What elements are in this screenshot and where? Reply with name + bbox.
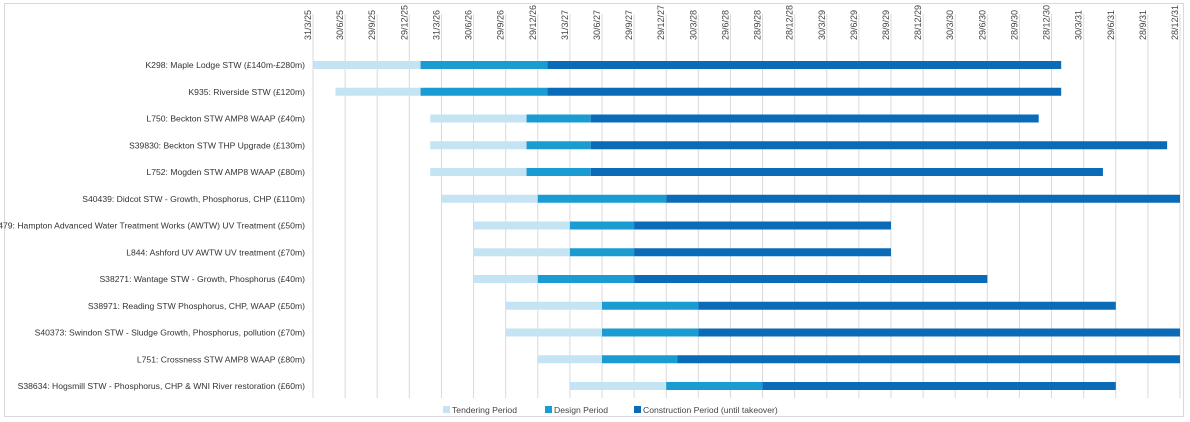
- tendering-bar: [569, 382, 667, 390]
- project-label: K935: Riverside STW (£120m): [188, 87, 305, 97]
- construction-bar: [590, 168, 1103, 176]
- x-tick-label: 28/9/31: [1138, 10, 1148, 40]
- x-tick-label: 29/9/26: [496, 10, 506, 40]
- project-label: S40373: Swindon STW - Sludge Growth, Pho…: [35, 328, 306, 338]
- design-bar: [420, 61, 548, 69]
- project-label: S39830: Beckton STW THP Upgrade (£130m): [129, 140, 305, 150]
- x-tick-label: 30/3/30: [945, 10, 955, 40]
- legend-swatch: [443, 406, 450, 413]
- legend-swatch: [634, 406, 641, 413]
- x-tick-label: 30/6/27: [592, 10, 602, 40]
- x-tick-label: 29/12/26: [528, 5, 538, 40]
- tendering-bar: [537, 355, 602, 364]
- construction-bar: [547, 87, 1062, 96]
- x-tick-label: 28/12/29: [913, 5, 923, 40]
- project-label: L751: Crossness STW AMP8 WAAP (£80m): [137, 354, 305, 364]
- x-tick-label: 28/9/28: [753, 10, 763, 40]
- x-tick-label: 29/6/29: [849, 10, 859, 40]
- chart-frame: [4, 3, 1184, 417]
- project-label: S38634: Hogsmill STW - Phosphorus, CHP &…: [18, 381, 305, 391]
- x-tick-label: 30/6/26: [464, 10, 474, 40]
- x-tick-label: 29/12/25: [399, 5, 409, 40]
- construction-bar: [547, 61, 1062, 69]
- x-tick-label: 29/9/25: [367, 10, 377, 40]
- construction-bar: [698, 328, 1180, 337]
- legend-label: Construction Period (until takeover): [643, 405, 778, 415]
- x-tick-label: 28/12/31: [1170, 5, 1180, 40]
- design-bar: [569, 248, 635, 257]
- construction-bar: [634, 248, 891, 257]
- design-bar: [537, 194, 667, 203]
- x-tick-label: 29/12/27: [656, 5, 666, 40]
- design-bar: [526, 141, 591, 150]
- tendering-bar: [430, 168, 527, 176]
- construction-bar: [634, 275, 988, 283]
- construction-bar: [590, 141, 1168, 150]
- tendering-bar: [505, 328, 602, 337]
- design-bar: [602, 301, 699, 310]
- project-label: L844: Ashford UV AWTW UV treatment (£70m…: [126, 247, 305, 257]
- x-tick-label: 30/3/31: [1074, 10, 1084, 40]
- tendering-bar: [473, 275, 538, 283]
- legend-label: Design Period: [554, 405, 608, 415]
- x-tick-label: 29/6/30: [977, 10, 987, 40]
- design-bar: [526, 114, 591, 123]
- x-tick-label: 30/6/25: [335, 10, 345, 40]
- construction-bar: [590, 114, 1039, 123]
- x-tick-label: 28/12/28: [785, 5, 795, 40]
- design-bar: [602, 328, 699, 337]
- design-bar: [666, 382, 763, 390]
- design-bar: [537, 275, 635, 283]
- project-label: L750: Beckton STW AMP8 WAAP (£40m): [146, 114, 305, 124]
- x-tick-label: 31/3/26: [431, 10, 441, 40]
- x-tick-label: 29/9/27: [624, 10, 634, 40]
- x-tick-label: 31/3/27: [560, 10, 570, 40]
- design-bar: [569, 221, 635, 230]
- construction-bar: [666, 194, 1180, 203]
- project-label: L752: Mogden STW AMP8 WAAP (£80m): [146, 167, 305, 177]
- design-bar: [602, 355, 678, 364]
- tendering-bar: [473, 248, 570, 257]
- x-tick-label: 29/6/28: [720, 10, 730, 40]
- tendering-bar: [313, 61, 421, 69]
- x-tick-label: 31/3/25: [303, 10, 313, 40]
- x-tick-label: 28/9/29: [881, 10, 891, 40]
- tendering-bar: [441, 194, 538, 203]
- tendering-bar: [335, 87, 421, 96]
- legend-swatch: [545, 406, 552, 413]
- project-label: K298: Maple Lodge STW (£140m-£280m): [145, 60, 305, 70]
- construction-bar: [698, 301, 1116, 310]
- project-label: L479: Hampton Advanced Water Treatment W…: [0, 221, 305, 231]
- x-tick-label: 30/3/29: [817, 10, 827, 40]
- x-tick-label: 28/12/30: [1042, 5, 1052, 40]
- construction-bar: [762, 382, 1116, 390]
- construction-bar: [677, 355, 1180, 364]
- legend-label: Tendering Period: [452, 405, 517, 415]
- project-label: S40439: Didcot STW - Growth, Phosphorus,…: [82, 194, 305, 204]
- design-bar: [420, 87, 548, 96]
- x-tick-label: 29/6/31: [1106, 10, 1116, 40]
- project-label: S38971: Reading STW Phosphorus, CHP, WAA…: [88, 301, 305, 311]
- design-bar: [526, 168, 591, 176]
- construction-bar: [634, 221, 891, 230]
- x-tick-label: 30/3/28: [688, 10, 698, 40]
- project-label: S38271: Wantage STW - Growth, Phosphorus…: [99, 274, 305, 284]
- tendering-bar: [430, 114, 527, 123]
- x-tick-label: 28/9/30: [1009, 10, 1019, 40]
- tendering-bar: [430, 141, 527, 150]
- tendering-bar: [473, 221, 570, 230]
- tendering-bar: [505, 301, 602, 310]
